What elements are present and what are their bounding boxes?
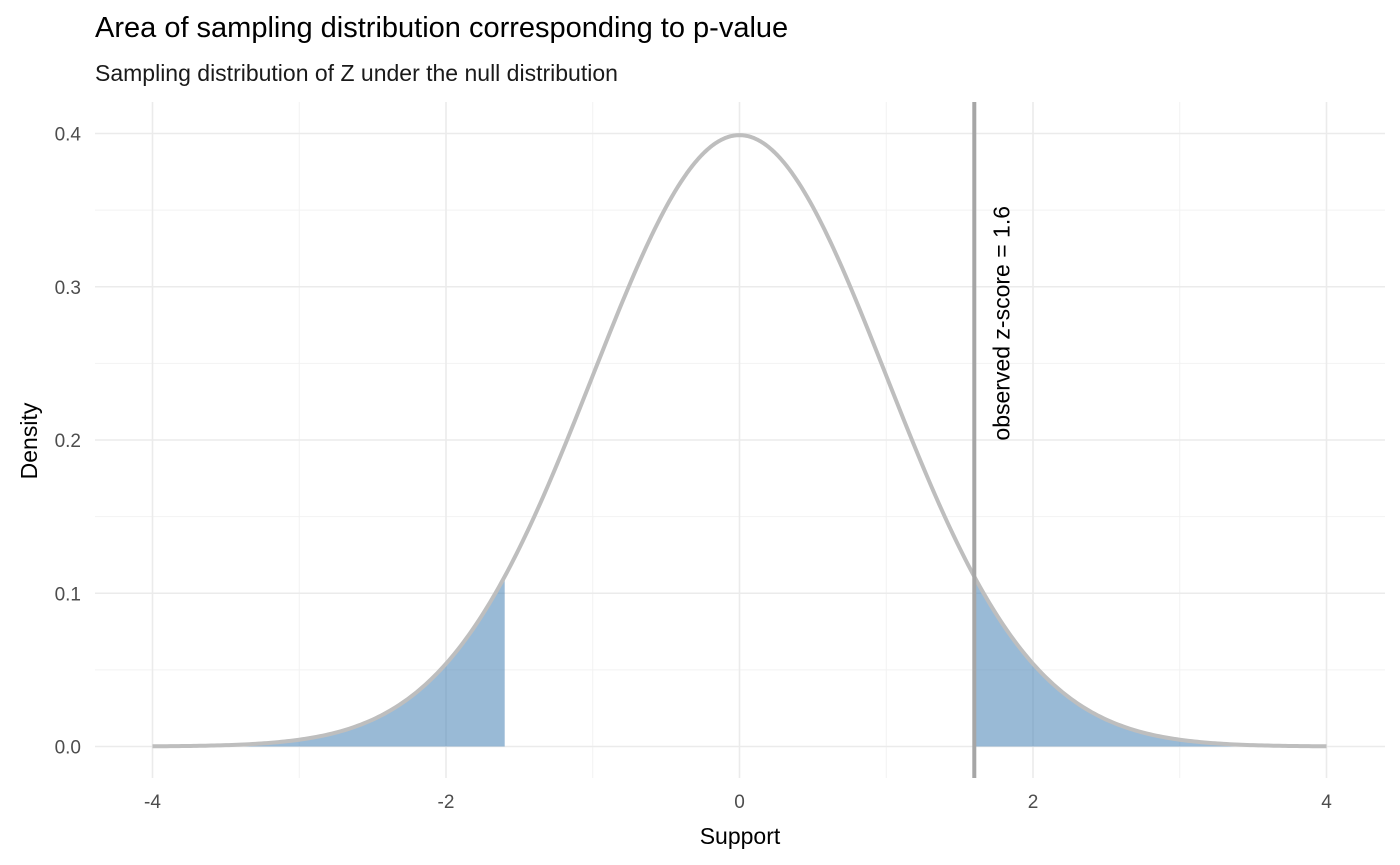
density-curve-layer: [152, 133, 1327, 749]
density-curve: [152, 133, 1327, 749]
y-tick-label: 0.0: [55, 738, 81, 759]
x-tick-label: 4: [1321, 792, 1332, 813]
left-tail-area: [152, 576, 505, 747]
y-tick-label: 0.4: [55, 125, 82, 146]
major-gridlines: [95, 102, 1385, 778]
chart-title: Area of sampling distribution correspond…: [95, 12, 789, 44]
y-axis-title: Density: [16, 402, 42, 479]
chart-subtitle: Sampling distribution of Z under the nul…: [95, 60, 618, 86]
x-tick-labels: -4 -2 0 2 4: [144, 792, 1332, 813]
y-tick-label: 0.1: [55, 584, 81, 605]
x-tick-label: -2: [438, 792, 455, 813]
observed-z-label: observed z-score = 1.6: [988, 206, 1014, 441]
right-tail-area: [974, 576, 1327, 747]
shaded-p-value-areas: [152, 576, 1327, 747]
y-tick-label: 0.3: [55, 278, 81, 299]
x-axis-title: Support: [700, 823, 781, 849]
x-tick-label: 0: [734, 792, 745, 813]
observed-line-layer: observed z-score = 1.6: [972, 102, 1014, 778]
x-tick-label: -4: [144, 792, 161, 813]
x-tick-label: 2: [1028, 792, 1039, 813]
y-tick-label: 0.2: [55, 431, 81, 452]
y-tick-labels: 0.0 0.1 0.2 0.3 0.4: [55, 125, 82, 759]
